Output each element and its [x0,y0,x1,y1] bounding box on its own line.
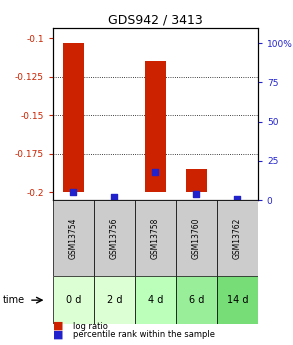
Text: 2 d: 2 d [107,295,122,305]
Title: GDS942 / 3413: GDS942 / 3413 [108,13,203,27]
Text: GSM13754: GSM13754 [69,217,78,259]
Text: 6 d: 6 d [189,295,204,305]
Bar [94,276,135,324]
Text: GSM13762: GSM13762 [233,217,242,259]
Bar [63,43,84,193]
Text: 4 d: 4 d [148,295,163,305]
Bar [53,276,94,324]
Bar [176,276,217,324]
Bar [217,276,258,324]
Text: percentile rank within the sample: percentile rank within the sample [73,330,215,339]
Bar [217,200,258,276]
Bar [176,200,217,276]
Point [235,197,240,202]
Text: 14 d: 14 d [226,295,248,305]
Text: GSM13760: GSM13760 [192,217,201,259]
Bar [135,200,176,276]
Point [194,191,199,197]
Text: log ratio: log ratio [73,322,108,331]
Point [71,189,76,195]
Bar [145,61,166,193]
Text: GSM13756: GSM13756 [110,217,119,259]
Text: ■: ■ [53,321,63,331]
Point [153,169,158,175]
Bar [53,200,94,276]
Bar [135,276,176,324]
Text: 0 d: 0 d [66,295,81,305]
Text: ■: ■ [53,330,63,339]
Bar [94,200,135,276]
Point [112,194,117,200]
Text: time: time [3,295,25,305]
Bar [186,169,207,193]
Text: GSM13758: GSM13758 [151,217,160,259]
